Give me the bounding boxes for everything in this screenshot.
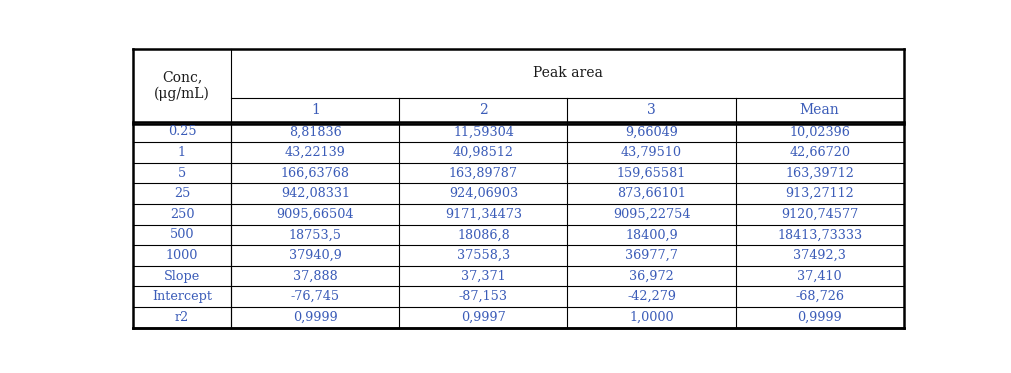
Text: 42,66720: 42,66720	[790, 146, 850, 159]
Text: 942,08331: 942,08331	[281, 187, 350, 200]
Text: 25: 25	[174, 187, 190, 200]
Text: 36,972: 36,972	[629, 270, 674, 283]
Text: 0.25: 0.25	[168, 125, 196, 138]
Text: 37492,3: 37492,3	[794, 249, 846, 262]
Text: 9095,66504: 9095,66504	[277, 208, 354, 221]
Text: 37,888: 37,888	[293, 270, 338, 283]
Text: 3: 3	[647, 103, 656, 117]
Text: 43,22139: 43,22139	[285, 146, 346, 159]
Text: 11,59304: 11,59304	[453, 125, 514, 138]
Text: 43,79510: 43,79510	[621, 146, 682, 159]
Text: 166,63768: 166,63768	[281, 166, 350, 179]
Text: Slope: Slope	[164, 270, 200, 283]
Text: 18086,8: 18086,8	[457, 228, 510, 241]
Text: 40,98512: 40,98512	[453, 146, 514, 159]
Text: r2: r2	[175, 311, 189, 324]
Text: 18753,5: 18753,5	[289, 228, 342, 241]
Text: 0,9999: 0,9999	[293, 311, 338, 324]
Text: 37,371: 37,371	[461, 270, 506, 283]
Text: 0,9997: 0,9997	[461, 311, 506, 324]
Text: -76,745: -76,745	[291, 290, 340, 303]
Text: Conc,
(μg/mL): Conc, (μg/mL)	[154, 70, 210, 101]
Text: 1,0000: 1,0000	[629, 311, 673, 324]
Text: 36977,7: 36977,7	[625, 249, 678, 262]
Text: 5: 5	[178, 166, 186, 179]
Text: 1000: 1000	[166, 249, 198, 262]
Text: 10,02396: 10,02396	[790, 125, 850, 138]
Text: 0,9999: 0,9999	[798, 311, 842, 324]
Text: 163,89787: 163,89787	[449, 166, 518, 179]
Text: 8,81836: 8,81836	[289, 125, 342, 138]
Text: -87,153: -87,153	[459, 290, 508, 303]
Text: 250: 250	[170, 208, 194, 221]
Text: 9095,22754: 9095,22754	[613, 208, 691, 221]
Text: 9171,34473: 9171,34473	[445, 208, 522, 221]
Text: Peak area: Peak area	[533, 66, 603, 81]
Text: 1: 1	[311, 103, 319, 117]
Text: 37,410: 37,410	[798, 270, 842, 283]
Text: -42,279: -42,279	[627, 290, 676, 303]
Text: 163,39712: 163,39712	[786, 166, 854, 179]
Text: 913,27112: 913,27112	[786, 187, 854, 200]
Text: 924,06903: 924,06903	[449, 187, 518, 200]
Text: -68,726: -68,726	[795, 290, 844, 303]
Text: 1: 1	[178, 146, 186, 159]
Text: 500: 500	[170, 228, 194, 241]
Text: 37940,9: 37940,9	[289, 249, 342, 262]
Text: 873,66101: 873,66101	[617, 187, 685, 200]
Text: 159,65581: 159,65581	[617, 166, 686, 179]
Text: 37558,3: 37558,3	[457, 249, 510, 262]
Text: 9120,74577: 9120,74577	[780, 208, 858, 221]
Text: 18400,9: 18400,9	[625, 228, 678, 241]
Text: 18413,73333: 18413,73333	[777, 228, 862, 241]
Text: Intercept: Intercept	[152, 290, 212, 303]
Text: Mean: Mean	[800, 103, 839, 117]
Text: 2: 2	[479, 103, 488, 117]
Text: 9,66049: 9,66049	[625, 125, 678, 138]
